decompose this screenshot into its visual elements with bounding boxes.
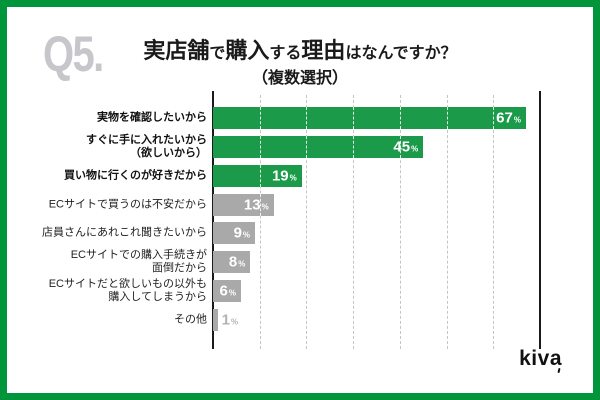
- value-number: 8: [228, 253, 238, 271]
- title-segment: 実店舗: [143, 38, 210, 63]
- value-number: 13: [243, 196, 261, 214]
- value-label: 67%: [496, 111, 521, 126]
- y-axis-line: [212, 91, 214, 349]
- kiva-logo-tail-mark: [557, 367, 561, 374]
- bar-gridline-overlay: [353, 107, 355, 129]
- title-segment: 理由: [301, 38, 346, 63]
- value-number: 6: [219, 282, 228, 300]
- bar-gridline-overlay: [493, 107, 495, 129]
- value-label: 9%: [234, 226, 250, 241]
- title-segment: で: [209, 45, 226, 62]
- bar-8: [213, 308, 218, 331]
- bar-gridline-overlay: [259, 193, 261, 216]
- title-segment: する: [269, 45, 302, 62]
- question-number: Q5.: [43, 26, 104, 82]
- percent-sign: %: [513, 115, 521, 125]
- category-label-3: 買い物に行くのが好きだから: [64, 169, 207, 182]
- percent-sign: %: [411, 144, 419, 154]
- plot-area: 67% 45% 19% 13% 9% 8% 6% 1%: [212, 91, 541, 349]
- bar-gridline-overlay: [259, 164, 261, 187]
- category-label-7: ECサイトだと欲しいもの以外も 購入してしまうから: [48, 278, 207, 304]
- percent-sign: %: [228, 288, 237, 298]
- page-subtitle: （複数選択）: [251, 70, 348, 87]
- category-labels: 実物を確認したいからすぐに手に入れたいから （欲しいから） 買い物に行くのが好きだ…: [27, 91, 207, 349]
- page-title: 実店舗で購入する理由はなんですか？: [7, 33, 593, 68]
- value-label: 13%: [244, 197, 269, 212]
- value-label: 8%: [229, 255, 245, 270]
- bar-gridline-overlay: [353, 135, 355, 158]
- value-number: 45: [393, 138, 411, 156]
- percent-sign: %: [242, 230, 251, 240]
- right-boundary-line: [539, 91, 541, 349]
- value-number: 67: [496, 109, 513, 127]
- gridline-20: [306, 95, 308, 349]
- gridline-60: [493, 95, 495, 349]
- title-block: 実店舗で購入する理由はなんですか？ （複数選択）: [7, 33, 593, 89]
- bar-gridline-overlay: [446, 107, 448, 129]
- category-label-5: 店員さんにあれこれ聞きたいから: [42, 226, 207, 239]
- value-number: 1: [221, 311, 230, 329]
- bar-1: 67%: [213, 107, 526, 129]
- value-label: 45%: [393, 139, 418, 154]
- bar-6: 8%: [213, 251, 251, 274]
- category-label-4: ECサイトで買うのは不安だから: [48, 198, 207, 211]
- value-label: 1%: [222, 312, 238, 327]
- bar-gridline-overlay: [259, 135, 261, 158]
- kiva-logo: kiva: [519, 347, 562, 374]
- bar-gridline-overlay: [306, 107, 308, 129]
- gridline-10: [259, 95, 261, 349]
- percent-sign: %: [231, 317, 239, 327]
- bar-3: 19%: [213, 164, 302, 187]
- outside-value-holder: 1%: [213, 309, 313, 331]
- gridline-50: [446, 95, 448, 349]
- title-segment: はなんですか？: [345, 45, 457, 62]
- gridline-30: [353, 95, 355, 349]
- percent-sign: %: [261, 202, 269, 212]
- bar-gridline-overlay: [399, 107, 401, 129]
- gridline-40: [399, 95, 401, 349]
- bar-gridline-overlay: [259, 107, 261, 129]
- bar-chart: 実物を確認したいからすぐに手に入れたいから （欲しいから） 買い物に行くのが好きだ…: [7, 91, 600, 349]
- percent-sign: %: [289, 173, 297, 183]
- bar-2: 45%: [213, 135, 424, 158]
- bar-gridline-overlay: [306, 135, 308, 158]
- value-label: 19%: [272, 168, 297, 183]
- value-number: 9: [233, 224, 242, 242]
- bar-4: 13%: [213, 193, 274, 216]
- category-label-6: ECサイトでの購入手続きが 面倒だから: [70, 249, 207, 275]
- bar-gridline-overlay: [399, 135, 401, 158]
- category-label-2: すぐに手に入れたいから （欲しいから）: [86, 133, 207, 159]
- value-number: 19: [271, 167, 289, 185]
- category-label-1: 実物を確認したいから: [97, 111, 207, 124]
- bar-5: 9%: [213, 222, 256, 245]
- title-segment: 購入: [225, 38, 270, 63]
- kiva-logo-text: kiva: [519, 347, 562, 370]
- category-label-8: その他: [174, 313, 207, 326]
- percent-sign: %: [238, 259, 246, 269]
- bar-7: 6%: [213, 280, 242, 303]
- value-label: 6%: [220, 284, 236, 299]
